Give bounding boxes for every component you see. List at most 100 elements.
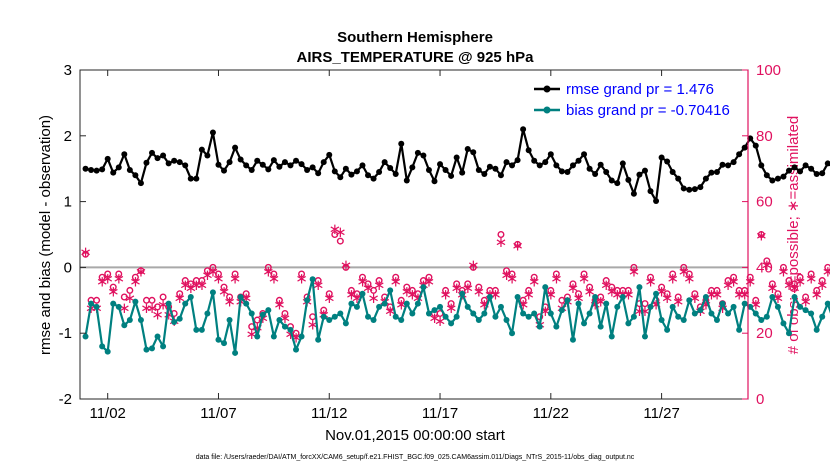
rmse-point: [104, 155, 111, 162]
obs-assimilated-marker: ∗: [334, 223, 347, 241]
obs-assimilated-marker: ∗: [761, 256, 774, 274]
rmse-point: [392, 170, 399, 177]
obs-possible-marker: [730, 273, 738, 281]
bias-point: [149, 345, 156, 352]
rmse-point: [420, 152, 427, 159]
obs-assimilated-marker: ∗: [146, 299, 159, 317]
rmse-point: [254, 157, 261, 164]
bias-point: [475, 317, 482, 324]
bias-point: [392, 313, 399, 320]
obs-possible-marker: [425, 273, 433, 281]
bias-point: [769, 294, 776, 301]
bias-point: [603, 300, 610, 307]
rmse-point: [614, 180, 621, 187]
rmse-point: [791, 164, 798, 171]
bias-point: [448, 320, 455, 327]
rmse-point: [592, 170, 599, 177]
obs-possible-marker: [508, 270, 516, 278]
rmse-point: [115, 164, 122, 171]
rmse-point: [608, 177, 615, 184]
obs-assimilated-marker: ∗: [666, 269, 679, 287]
axes-group: -2 -1 0 1 2 3 0 20 40 60 80 100 11/02 11/07 11/12 11/17…: [59, 62, 781, 422]
obs-assimilated-marker: ∗: [506, 269, 519, 287]
y-tick-label: 1: [64, 194, 72, 211]
obs-possible-marker: [752, 296, 760, 304]
obs-assimilated-marker: ∗: [273, 296, 286, 314]
rmse-point: [497, 172, 504, 179]
bias-point: [132, 298, 139, 305]
obs-possible-marker: [181, 277, 189, 285]
rmse-point: [209, 129, 216, 136]
obs-possible-marker: [176, 290, 184, 298]
obs-possible-marker: [779, 263, 787, 271]
bias-point: [614, 303, 621, 310]
obs-possible-marker: [375, 277, 383, 285]
bias-point: [824, 300, 830, 307]
obs-possible-marker: [370, 286, 378, 294]
obs-assimilated-marker: ∗: [727, 273, 740, 291]
rmse-point: [437, 161, 444, 168]
rmse-point: [243, 162, 250, 169]
obs-assimilated-marker: ∗: [511, 236, 524, 254]
obs-possible-marker: [818, 277, 826, 285]
bias-point: [193, 326, 200, 333]
rmse-point: [182, 162, 189, 169]
legend-bias-marker: [543, 106, 551, 114]
obs-possible-marker: [663, 290, 671, 298]
obs-possible-marker: [347, 286, 355, 294]
bias-point: [198, 326, 205, 333]
rmse-point: [669, 168, 676, 175]
rmse-point: [619, 160, 626, 167]
obs-assimilated-marker: ∗: [240, 289, 253, 307]
bias-point: [514, 294, 521, 301]
obs-assimilated-marker: ∗: [162, 305, 175, 323]
obs-assimilated-marker: ∗: [329, 220, 342, 238]
obs-assimilated-marker: ∗: [340, 256, 353, 274]
obs-possible-marker: [453, 280, 461, 288]
bias-point: [780, 320, 787, 327]
bias-point: [680, 317, 687, 324]
obs-possible-marker: [154, 303, 162, 311]
obs-assimilated-marker: ∗: [810, 286, 823, 304]
obs-possible-marker: [253, 316, 261, 324]
bias-point: [437, 303, 444, 310]
rmse-point: [536, 162, 543, 169]
bias-point: [342, 320, 349, 327]
bias-point: [813, 326, 820, 333]
obs-possible-marker: [647, 273, 655, 281]
obs-assimilated-marker: ∗: [107, 282, 120, 300]
rmse-point: [525, 147, 532, 154]
obs-assimilated-marker: ∗: [112, 269, 125, 287]
bias-point: [719, 300, 726, 307]
rmse-point: [298, 161, 305, 168]
bias-point: [785, 330, 792, 337]
rmse-point: [93, 167, 100, 174]
obs-assimilated-marker: ∗: [473, 282, 486, 300]
rmse-point: [647, 188, 654, 195]
obs-possible-marker: [442, 286, 450, 294]
rmse-point: [553, 162, 560, 169]
bias-point: [293, 346, 300, 353]
rmse-point: [259, 161, 266, 168]
bias-point: [154, 333, 161, 340]
obs-possible-marker: [275, 296, 283, 304]
obs-possible-marker: [624, 286, 632, 294]
obs-possible-marker: [336, 237, 344, 245]
obs-possible-marker: [680, 263, 688, 271]
bias-point: [741, 300, 748, 307]
bias-point: [647, 303, 654, 310]
bias-point: [387, 287, 394, 294]
bias-point: [525, 313, 532, 320]
bias-point: [187, 294, 194, 301]
obs-possible-marker: [713, 286, 721, 294]
obs-possible-marker: [242, 290, 250, 298]
obs-possible-marker: [791, 280, 799, 288]
obs-possible-marker: [137, 267, 145, 275]
obs-assimilated-marker: ∗: [489, 286, 502, 304]
obs-possible-marker: [763, 257, 771, 265]
obs-assimilated-marker: ∗: [157, 296, 170, 314]
rmse-point: [813, 170, 820, 177]
rmse-point: [143, 159, 150, 166]
obs-possible-marker: [331, 230, 339, 238]
bias-point: [248, 310, 255, 317]
